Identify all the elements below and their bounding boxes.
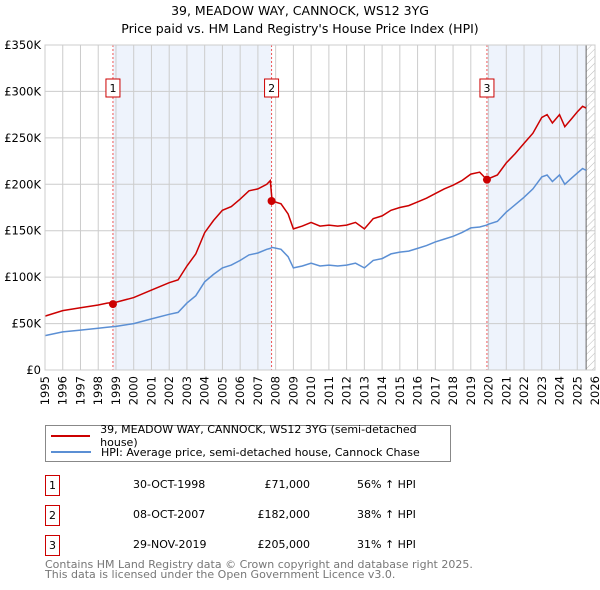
x-tick-label: 2017 [428,376,442,405]
sale-point [482,175,491,184]
x-tick-label: 2001 [144,376,158,405]
x-tick-label: 1997 [73,376,87,405]
x-tick-label: 2020 [482,376,496,405]
sale-date: 08-OCT-2007 [133,508,206,521]
x-tick-label: 2009 [286,376,300,405]
shaded-period [486,45,587,370]
property-legend-label: 39, MEADOW WAY, CANNOCK, WS12 3YG (semi-… [100,423,417,449]
x-tick-label: 1996 [56,376,70,405]
hpi-legend-swatch [51,451,91,453]
chart-subtitle: Price paid vs. HM Land Registry's House … [121,21,479,36]
x-tick-label: 2002 [162,376,176,405]
x-tick-label: 2013 [357,376,371,405]
sale-marker-label: 3 [483,82,490,95]
x-tick-label: 2023 [535,376,549,405]
x-tick-label: 2008 [269,376,283,405]
sale-hpi-diff: 56% ↑ HPI [357,478,416,491]
sale-marker: 3 [45,535,60,556]
x-tick-label: 2006 [233,376,247,405]
x-tick-label: 2021 [499,376,513,405]
sale-price: £205,000 [257,538,311,551]
sale-date: 29-NOV-2019 [133,538,207,551]
sale-marker-label: 2 [268,82,275,95]
sale-hpi-diff: 31% ↑ HPI [357,538,416,551]
price-chart: 1995 1996 1997 1998 1999 2000 2001 2002 2003 2004… [4,38,600,405]
x-tick-label: 2011 [322,376,336,405]
x-tick-label: 2024 [553,376,567,405]
y-tick-label: £100K [4,270,41,284]
x-tick-label: 2004 [198,376,212,405]
sale-marker: 1 [45,475,60,496]
x-tick-label: 2005 [215,376,229,405]
property-line [44,105,587,317]
hpi-line [44,167,587,337]
x-tick-label: 2003 [180,376,194,405]
sale-row: 3 29-NOV-2019 £205,000 31% ↑ HPI [45,535,465,556]
x-tick-label: 2010 [304,376,318,405]
x-tick-label: 2014 [375,376,389,405]
x-tick-label: 1999 [109,376,123,405]
x-tick-label: 2000 [127,376,141,405]
legend: 39, MEADOW WAY, CANNOCK, WS12 3YG (semi-… [45,423,451,462]
hpi-legend-label: HPI: Average price, semi-detached house,… [101,445,420,459]
sale-point [267,197,276,205]
sale-price: £182,000 [257,508,311,521]
x-tick-label: 1998 [91,376,105,405]
x-tick-label: 2026 [588,376,600,405]
sale-marker-box [479,78,495,98]
footer-licence: This data is licensed under the Open Gov… [45,568,396,581]
x-tick-label: 2015 [393,376,407,405]
chart-title: 39, MEADOW WAY, CANNOCK, WS12 3YG [171,3,429,18]
footer-copyright: Contains HM Land Registry data © Crown c… [45,558,473,571]
x-tick-label: 2018 [446,376,460,405]
x-tick-label: 1995 [38,376,52,405]
y-tick-label: £300K [4,84,41,98]
forecast-hatch [586,45,595,370]
sale-marker: 2 [45,505,60,526]
y-tick-label: £150K [4,224,41,238]
sale-date: 30-OCT-1998 [133,478,206,491]
x-tick-label: 2022 [517,376,531,405]
sale-marker-label: 1 [109,82,116,95]
sale-hpi-diff: 38% ↑ HPI [357,508,416,521]
y-tick-label: £0 [26,363,41,377]
sale-price: £71,000 [264,478,311,491]
y-tick-label: £200K [4,177,41,191]
sale-marker-box [264,78,280,98]
sale-point [108,300,117,309]
property-legend-swatch [51,435,91,437]
x-tick-label: 2016 [411,376,425,405]
sale-row: 1 30-OCT-1998 £71,000 56% ↑ HPI [45,475,465,496]
footer: Contains HM Land Registry data © Crown c… [45,558,473,581]
sale-row: 2 08-OCT-2007 £182,000 38% ↑ HPI [45,505,465,526]
x-tick-label: 2025 [570,376,584,405]
x-tick-label: 2019 [464,376,478,405]
sale-marker-box [105,78,121,98]
y-tick-label: £50K [12,317,42,331]
x-tick-label: 2007 [251,376,265,405]
plot-frame [44,44,596,371]
shaded-period [112,45,272,370]
x-tick-label: 2012 [340,376,354,405]
y-tick-label: £250K [4,131,41,145]
y-tick-label: £350K [4,38,41,52]
